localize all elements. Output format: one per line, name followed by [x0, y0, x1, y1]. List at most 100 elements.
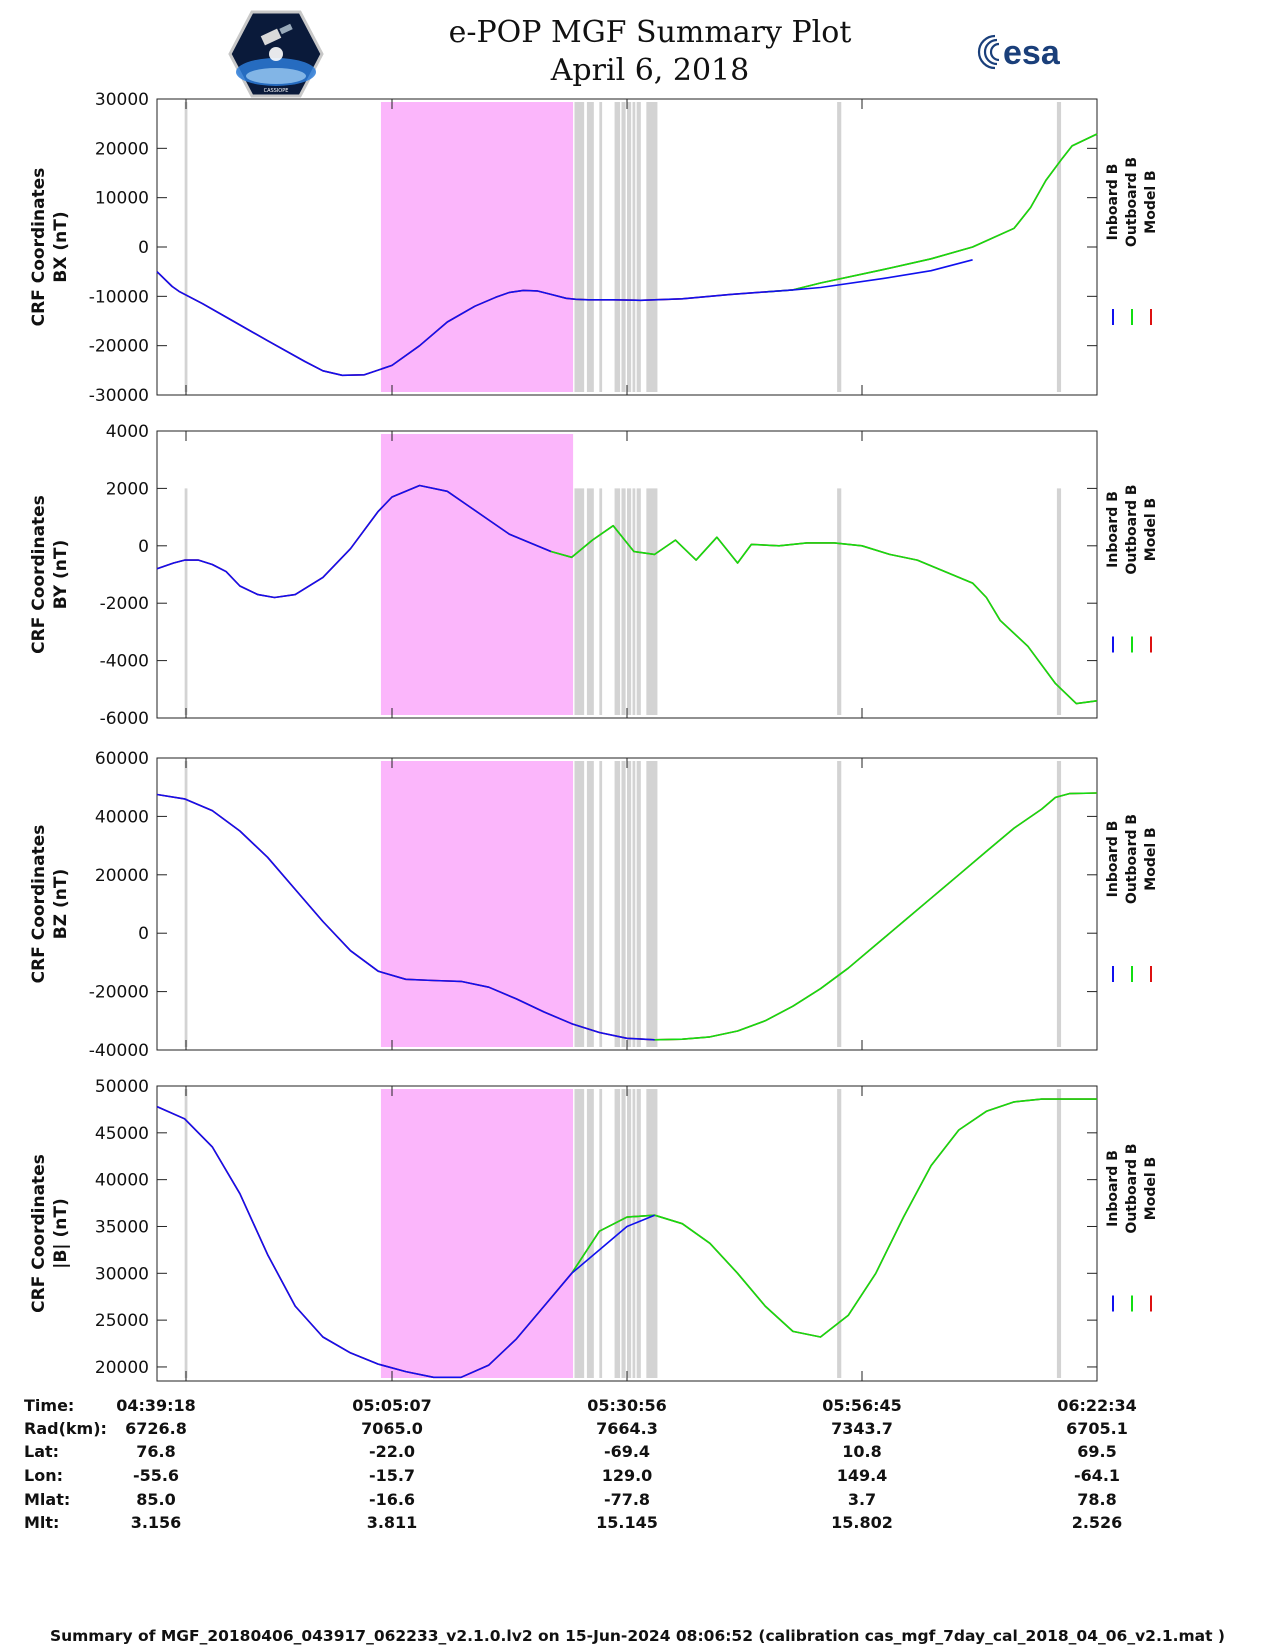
data-gap-band — [614, 488, 621, 715]
title-line-2: April 6, 2018 — [550, 53, 750, 88]
legend-label-model: Model B — [1143, 498, 1159, 561]
legend-label-inboard: Inboard B — [1105, 821, 1121, 898]
data-gap-band — [599, 761, 603, 1047]
data-gap-band — [574, 488, 585, 715]
y-tick-label: -6000 — [100, 709, 149, 729]
data-gap-band — [627, 1089, 632, 1378]
panel-3: -40000 -20000 0 20000 40000 60000 CRF Coordina… — [29, 749, 1159, 1061]
data-gap-band — [586, 1089, 594, 1378]
series-line-inboard — [156, 793, 655, 1041]
y-tick-label: -40000 — [89, 1041, 149, 1061]
y-tick-label: -10000 — [89, 287, 149, 307]
data-gap-band — [837, 761, 842, 1047]
legend-label-outboard: Outboard B — [1124, 484, 1140, 574]
y-tick-label: 60000 — [95, 749, 149, 769]
panel-2: -6000 -4000 -2000 0 2000 4000 CRF Coordinates B… — [29, 422, 1159, 729]
series-line-outboard — [654, 792, 1098, 1041]
y-tick-label: 40000 — [95, 807, 149, 827]
legend-label-model: Model B — [1143, 1157, 1159, 1220]
y-tick-label: 0 — [138, 238, 149, 258]
y-tick-label: 40000 — [95, 1171, 149, 1191]
y-tick-label: -4000 — [100, 652, 149, 672]
highlight-band — [380, 102, 574, 392]
y-axis-label-line1: CRF Coordinates — [29, 168, 49, 327]
data-gap-band — [837, 102, 842, 392]
data-gap-band — [586, 761, 594, 1047]
data-gap-band — [646, 1089, 658, 1378]
y-tick-label: 20000 — [95, 139, 149, 159]
data-gap-band — [184, 1089, 188, 1378]
highlight-band — [380, 434, 574, 715]
data-gap-band — [837, 488, 842, 715]
data-gap-band — [184, 102, 188, 392]
data-gap-band — [632, 761, 636, 1047]
data-gap-band — [621, 1089, 626, 1378]
y-tick-label: 0 — [138, 537, 149, 557]
y-tick-label: -20000 — [89, 337, 149, 357]
legend-label-inboard: Inboard B — [1105, 1150, 1121, 1227]
y-axis-label-line2: BZ (nT) — [51, 869, 71, 939]
footer-summary: Summary of MGF_20180406_043917_062233_v2… — [49, 1627, 1226, 1645]
legend-label-outboard: Outboard B — [1124, 157, 1140, 247]
data-gap-band — [599, 488, 603, 715]
data-gap-band — [184, 488, 188, 715]
y-axis-label-line1: CRF Coordinates — [29, 825, 49, 984]
series-line-outboard — [571, 1098, 1097, 1338]
cassiope-logo: CASSIOPE — [228, 10, 324, 98]
data-gap-band — [632, 1089, 636, 1378]
data-gap-band — [1056, 488, 1062, 715]
legend-label-inboard: Inboard B — [1105, 164, 1121, 241]
data-gap-band — [621, 488, 626, 715]
y-tick-label: 20000 — [95, 1358, 149, 1378]
data-gap-band — [646, 102, 658, 392]
data-gap-band — [627, 488, 632, 715]
data-gap-band — [636, 488, 641, 715]
data-gap-band — [646, 488, 658, 715]
series-line-outboard — [765, 133, 1098, 293]
y-tick-label: 20000 — [95, 866, 149, 886]
data-gap-band — [621, 102, 626, 392]
data-gap-band — [614, 102, 621, 392]
highlight-band — [380, 761, 574, 1047]
plot-title: e-POP MGF Summary Plot April 6, 2018 — [400, 14, 900, 90]
y-tick-label: -2000 — [100, 594, 149, 614]
y-tick-label: 10000 — [95, 189, 149, 209]
legend-label-outboard: Outboard B — [1124, 1143, 1140, 1233]
title-line-1: e-POP MGF Summary Plot — [448, 15, 852, 50]
data-gap-band — [586, 488, 594, 715]
y-tick-label: 2000 — [106, 479, 149, 499]
data-gap-band — [574, 102, 585, 392]
data-gap-band — [184, 761, 188, 1047]
y-tick-label: 30000 — [95, 90, 149, 110]
y-axis-label-line2: BY (nT) — [51, 540, 71, 610]
data-gap-band — [636, 761, 641, 1047]
data-gap-band — [574, 1089, 585, 1378]
y-tick-label: 25000 — [95, 1311, 149, 1331]
y-tick-label: -30000 — [89, 386, 149, 406]
data-gap-band — [586, 102, 594, 392]
data-gap-band — [636, 1089, 641, 1378]
data-gap-band — [1056, 761, 1062, 1047]
data-gap-band — [1056, 1089, 1062, 1378]
y-axis-label-line1: CRF Coordinates — [29, 495, 49, 654]
data-gap-band — [621, 761, 626, 1047]
data-gap-band — [632, 102, 636, 392]
data-gap-band — [632, 488, 636, 715]
panel-4: 20000 25000 30000 35000 40000 45000 50000 CRF C… — [29, 1077, 1159, 1382]
legend-label-model: Model B — [1143, 827, 1159, 890]
highlight-band — [380, 1089, 574, 1378]
y-axis-label-line2: BX (nT) — [51, 211, 71, 282]
logo-text: CASSIOPE — [264, 88, 289, 94]
data-gap-band — [614, 761, 621, 1047]
y-tick-label: 30000 — [95, 1264, 149, 1284]
data-gap-band — [599, 102, 603, 392]
data-gap-band — [599, 1089, 603, 1378]
y-tick-label: 35000 — [95, 1217, 149, 1237]
panel-1: -30000 -20000 -10000 0 10000 20000 30000 CRF Co… — [29, 90, 1159, 406]
data-gap-band — [574, 761, 585, 1047]
y-tick-label: 4000 — [106, 422, 149, 442]
data-gap-band — [614, 1089, 621, 1378]
esa-logo: esa — [975, 30, 1095, 74]
y-tick-label: 50000 — [95, 1077, 149, 1097]
